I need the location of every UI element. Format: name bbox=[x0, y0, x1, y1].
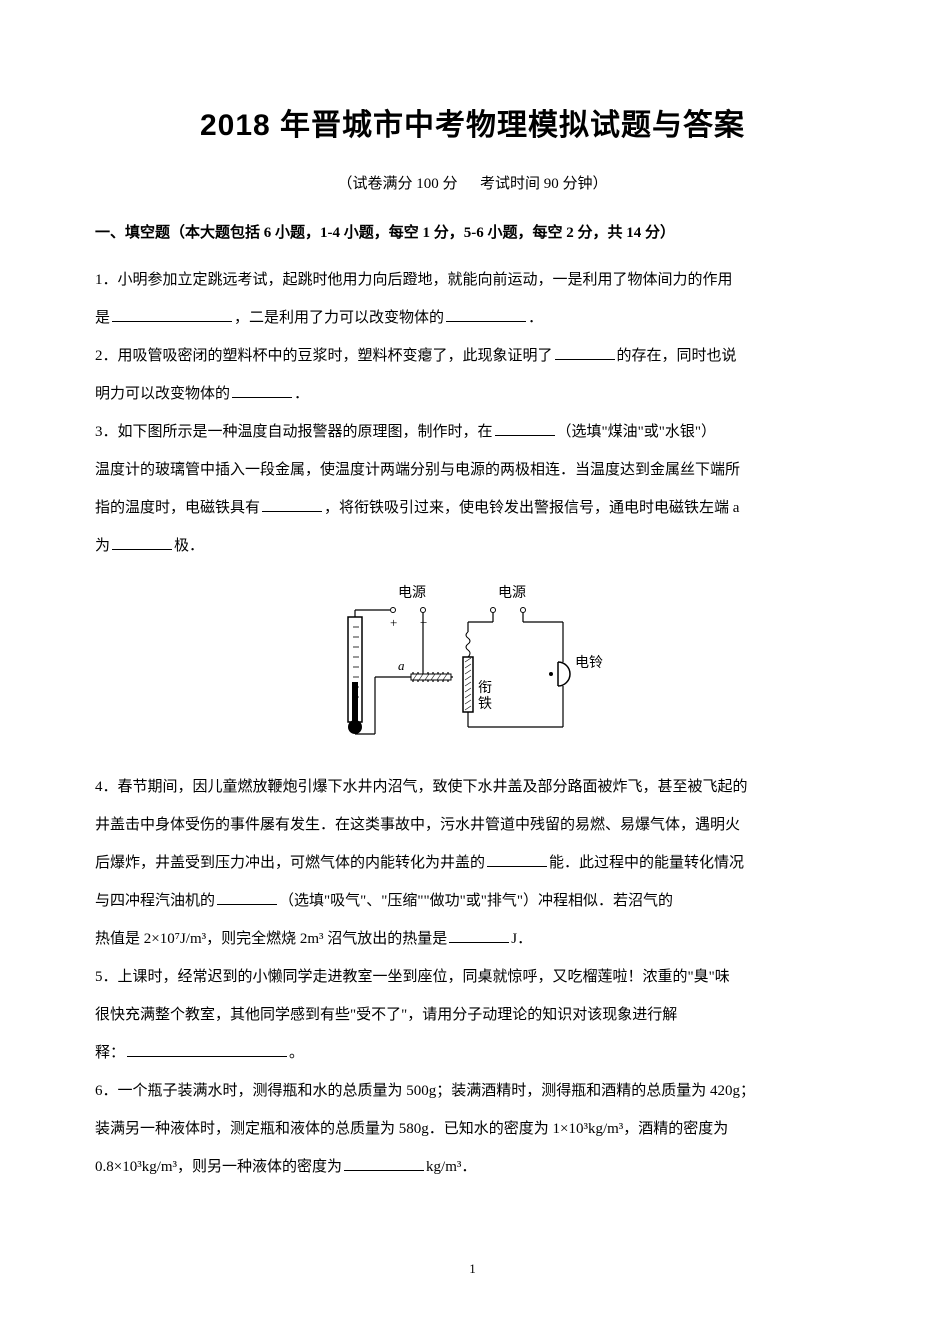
q4-text-a: 4．春节期间，因儿童燃放鞭炮引爆下水井内沼气，致使下水井盖及部分路面被炸飞，甚至… bbox=[95, 779, 748, 795]
q6-text-c: 0.8×10³kg/m³，则另一种液体的密度为 bbox=[95, 1159, 342, 1175]
q5-text-d: 。 bbox=[289, 1045, 304, 1061]
question-5-cont2: 释： 。 bbox=[95, 1035, 850, 1071]
q6-text-a: 6．一个瓶子装满水时，测得瓶和水的总质量为 500g；装满酒精时，测得瓶和酒精的… bbox=[95, 1083, 755, 1099]
blank bbox=[127, 1039, 287, 1057]
subtitle-left: （试卷满分 100 分 bbox=[337, 176, 457, 192]
blank bbox=[495, 418, 555, 436]
q1-text-a: 1．小明参加立定跳远考试，起跳时他用力向后蹬地，就能向前运动，一是利用了物体间力… bbox=[95, 272, 733, 288]
q1-text-d: ． bbox=[528, 310, 543, 326]
question-2: 2．用吸管吸密闭的塑料杯中的豆浆时，塑料杯变瘪了，此现象证明了 的存在，同时也说 bbox=[95, 338, 850, 374]
blank bbox=[217, 887, 277, 905]
blank bbox=[449, 925, 509, 943]
question-5-cont1: 很快充满整个教室，其他同学感到有些"受不了"，请用分子动理论的知识对该现象进行解 bbox=[95, 997, 850, 1033]
q1-text-b: 是 bbox=[95, 310, 110, 326]
question-6-cont1: 装满另一种液体时，测定瓶和液体的总质量为 580g．已知水的密度为 1×10³k… bbox=[95, 1111, 850, 1147]
exam-subtitle: （试卷满分 100 分 考试时间 90 分钟） bbox=[95, 172, 850, 193]
svg-text:+: + bbox=[390, 615, 397, 630]
q4-text-d: 能．此过程中的能量转化情况 bbox=[549, 855, 744, 871]
q2-text-d: ． bbox=[294, 386, 309, 402]
blank bbox=[112, 304, 232, 322]
q3-text-f: 为 bbox=[95, 538, 110, 554]
question-4-cont2: 后爆炸，井盖受到压力冲出，可燃气体的内能转化为井盖的 能．此过程中的能量转化情况 bbox=[95, 845, 850, 881]
blank bbox=[446, 304, 526, 322]
q2-text-b: 的存在，同时也说 bbox=[617, 348, 737, 364]
question-4-cont3: 与四冲程汽油机的 （选填"吸气"、"压缩""做功"或"排气"）冲程相似．若沼气的 bbox=[95, 883, 850, 919]
q5-text-b: 很快充满整个教室，其他同学感到有些"受不了"，请用分子动理论的知识对该现象进行解 bbox=[95, 1007, 677, 1023]
question-6: 6．一个瓶子装满水时，测得瓶和水的总质量为 500g；装满酒精时，测得瓶和酒精的… bbox=[95, 1073, 850, 1109]
question-3-cont3: 为 极． bbox=[95, 528, 850, 564]
section-header: 一、填空题（本大题包括 6 小题，1-4 小题，每空 1 分，5-6 小题，每空… bbox=[95, 217, 850, 250]
q3-text-b: （选填"煤油"或"水银"） bbox=[557, 424, 717, 440]
question-1-cont: 是 ，二是利用了力可以改变物体的 ． bbox=[95, 300, 850, 336]
a-label: a bbox=[398, 658, 405, 673]
blank bbox=[112, 532, 172, 550]
q4-text-c: 后爆炸，井盖受到压力冲出，可燃气体的内能转化为井盖的 bbox=[95, 855, 485, 871]
page-number: 1 bbox=[469, 1261, 476, 1277]
q3-text-e: ，将衔铁吸引过来，使电铃发出警报信号，通电时电磁铁左端 a bbox=[324, 500, 739, 516]
q2-text-a: 2．用吸管吸密闭的塑料杯中的豆浆时，塑料杯变瘪了，此现象证明了 bbox=[95, 348, 553, 364]
blank bbox=[262, 494, 322, 512]
question-3-cont1: 温度计的玻璃管中插入一段金属，使温度计两端分别与电源的两极相连．当温度达到金属丝… bbox=[95, 452, 850, 488]
q3-text-a: 3．如下图所示是一种温度自动报警器的原理图，制作时，在 bbox=[95, 424, 493, 440]
circuit-diagram: 电源 电源 + − a bbox=[323, 582, 623, 742]
question-3: 3．如下图所示是一种温度自动报警器的原理图，制作时，在 （选填"煤油"或"水银"） bbox=[95, 414, 850, 450]
blank bbox=[232, 380, 292, 398]
svg-text:−: − bbox=[420, 615, 427, 630]
iron-label: 衔 bbox=[478, 680, 492, 696]
blank bbox=[487, 849, 547, 867]
question-4-cont4: 热值是 2×10⁷J/m³，则完全燃烧 2m³ 沼气放出的热量是 J． bbox=[95, 921, 850, 957]
blank bbox=[555, 342, 615, 360]
q6-text-d: kg/m³． bbox=[426, 1159, 476, 1175]
power-label-2: 电源 bbox=[498, 585, 526, 601]
question-6-cont2: 0.8×10³kg/m³，则另一种液体的密度为 kg/m³． bbox=[95, 1149, 850, 1185]
blank bbox=[344, 1153, 424, 1171]
q4-text-f: （选填"吸气"、"压缩""做功"或"排气"）冲程相似．若沼气的 bbox=[279, 893, 673, 909]
q3-text-c: 温度计的玻璃管中插入一段金属，使温度计两端分别与电源的两极相连．当温度达到金属丝… bbox=[95, 462, 740, 478]
question-4-cont1: 井盖击中身体受伤的事件屡有发生．在这类事故中，污水井管道中残留的易燃、易爆气体，… bbox=[95, 807, 850, 843]
question-4: 4．春节期间，因儿童燃放鞭炮引爆下水井内沼气，致使下水井盖及部分路面被炸飞，甚至… bbox=[95, 769, 850, 805]
q4-text-g: 热值是 2×10⁷J/m³，则完全燃烧 2m³ 沼气放出的热量是 bbox=[95, 931, 447, 947]
q4-text-h: J． bbox=[511, 931, 532, 947]
question-2-cont: 明力可以改变物体的 ． bbox=[95, 376, 850, 412]
power-label-1: 电源 bbox=[398, 585, 426, 601]
iron-label-2: 铁 bbox=[478, 696, 492, 712]
q5-text-c: 释： bbox=[95, 1045, 125, 1061]
q2-text-c: 明力可以改变物体的 bbox=[95, 386, 230, 402]
q1-text-c: ，二是利用了力可以改变物体的 bbox=[234, 310, 444, 326]
q5-text-a: 5．上课时，经常迟到的小懒同学走进教室一坐到座位，同桌就惊呼，又吃榴莲啦！浓重的… bbox=[95, 969, 730, 985]
exam-title: 2018 年晋城市中考物理模拟试题与答案 bbox=[95, 100, 850, 144]
q3-text-g: 极． bbox=[174, 538, 204, 554]
question-3-cont2: 指的温度时，电磁铁具有 ，将衔铁吸引过来，使电铃发出警报信号，通电时电磁铁左端 a bbox=[95, 490, 850, 526]
q4-text-b: 井盖击中身体受伤的事件屡有发生．在这类事故中，污水井管道中残留的易燃、易爆气体，… bbox=[95, 817, 740, 833]
circuit-diagram-container: 电源 电源 + − a bbox=[95, 582, 850, 747]
q3-text-d: 指的温度时，电磁铁具有 bbox=[95, 500, 260, 516]
bell-label: 电铃 bbox=[575, 655, 603, 671]
q4-text-e: 与四冲程汽油机的 bbox=[95, 893, 215, 909]
subtitle-right: 考试时间 90 分钟） bbox=[480, 176, 608, 192]
question-1: 1．小明参加立定跳远考试，起跳时他用力向后蹬地，就能向前运动，一是利用了物体间力… bbox=[95, 262, 850, 298]
q6-text-b: 装满另一种液体时，测定瓶和液体的总质量为 580g．已知水的密度为 1×10³k… bbox=[95, 1121, 728, 1137]
question-5: 5．上课时，经常迟到的小懒同学走进教室一坐到座位，同桌就惊呼，又吃榴莲啦！浓重的… bbox=[95, 959, 850, 995]
